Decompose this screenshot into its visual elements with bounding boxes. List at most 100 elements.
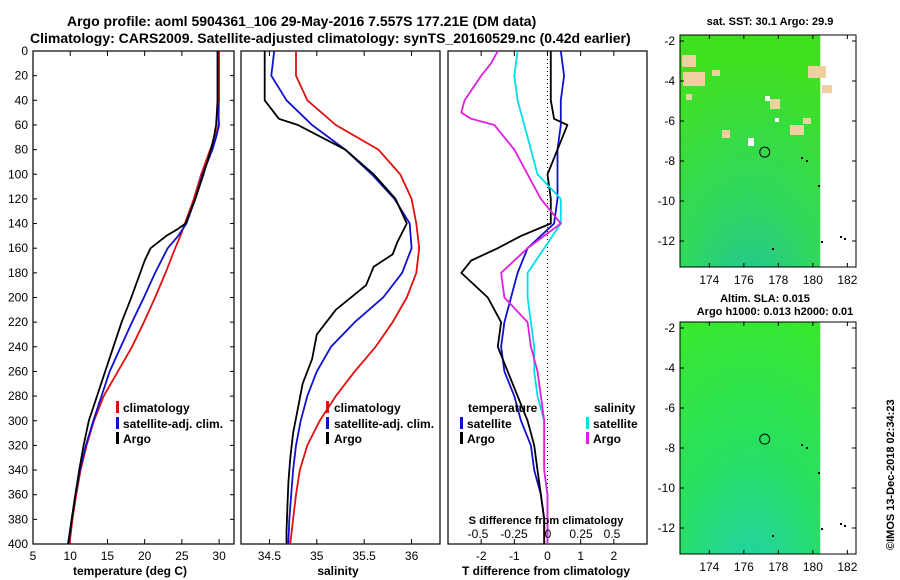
series-climatology (289, 51, 421, 545)
salinity-panel: 34.5 35 35.5 36 salinity climatology satell… (240, 50, 441, 578)
salinity-tick-label: 36 (405, 549, 419, 563)
salinity-series (263, 50, 421, 545)
depth-tick-label: 360 (8, 488, 28, 502)
temperature-x-label: temperature (deg C) (73, 564, 187, 578)
temperature-tick-label: 30 (212, 549, 226, 563)
sla-map-title: Altim. SLA: 0.015 (720, 293, 810, 305)
longitude-tick-label: 182 (837, 273, 857, 287)
depth-tick-label: 320 (8, 438, 28, 452)
depth-tick-label: 40 (15, 93, 29, 107)
difference-legend: temperature satellite Argo salinity sate… (460, 401, 638, 446)
salinity-legend: climatology satellite-adj. clim. Argo (326, 401, 434, 446)
s-difference-tick-label: -0.5 (468, 527, 489, 541)
island-dot (801, 444, 803, 446)
latitude-tick-label: -6 (664, 114, 675, 128)
no-data-patch (765, 96, 770, 101)
depth-tick-label: 200 (8, 291, 28, 305)
legend-swatch-climatology (116, 401, 119, 413)
land-patch (803, 118, 811, 124)
island-dot (840, 236, 842, 238)
legend-swatch-satellite (326, 417, 329, 429)
legend-climatology: climatology (123, 401, 190, 415)
island-dot (806, 447, 808, 449)
legend-satellite-adj: satellite-adj. clim. (123, 417, 223, 431)
series-salinity-argo (460, 50, 562, 544)
s-difference-tick-label: -0.25 (500, 527, 528, 541)
series-temperature-satellite (500, 50, 565, 544)
temperature-tick-label: 10 (64, 549, 78, 563)
t-difference-tick-label: 0 (544, 549, 551, 563)
depth-tick-label: 300 (8, 414, 28, 428)
legend-t-argo: Argo (467, 432, 495, 446)
depth-tick-label: 380 (8, 512, 28, 526)
island-dot (818, 472, 820, 474)
temperature-tick-label: 25 (175, 549, 189, 563)
series-satellite-adj-clim- (67, 51, 221, 545)
longitude-tick-label: 174 (699, 560, 719, 574)
salinity-tick-label: 35.5 (353, 549, 377, 563)
latitude-tick-label: -4 (664, 74, 675, 88)
s-difference-tick-label: 0 (545, 527, 552, 541)
legend-argo: Argo (123, 432, 151, 446)
latitude-tick-label: -2 (664, 321, 675, 335)
sst-map-panel: sat. SST: 30.1 Argo: 29.9 174 176 178 180 18… (658, 16, 858, 287)
sla-heatmap-field (680, 322, 821, 554)
legend-satellite-adj: satellite-adj. clim. (334, 417, 434, 431)
temperature-series (67, 51, 221, 545)
latitude-tick-label: -10 (658, 194, 676, 208)
legend-t-satellite: satellite (467, 417, 512, 431)
title-line-2: Climatology: CARS2009. Satellite-adjuste… (30, 30, 631, 46)
series-temperature-argo (460, 51, 569, 544)
temperature-tick-label: 20 (138, 549, 152, 563)
legend-swatch-satellite (116, 417, 119, 429)
land-patch (722, 130, 730, 138)
island-dot (818, 185, 820, 187)
salinity-x-axis: 34.5 35 35.5 36 (258, 51, 419, 563)
longitude-tick-label: 178 (768, 273, 788, 287)
longitude-tick-label: 176 (734, 560, 754, 574)
legend-swatch-argo (116, 432, 119, 444)
salinity-axes-box (240, 50, 441, 545)
island-dot (772, 535, 774, 537)
s-difference-tick-label: 0.5 (604, 527, 621, 541)
land-patch (790, 125, 804, 135)
no-data-patch (748, 138, 754, 146)
sst-argo-position-marker (759, 146, 771, 158)
sla-map-axes: 174 176 178 180 182 -2 -4 -6 -8 -10 -12 (658, 321, 858, 574)
sla-argo-position-marker (759, 433, 771, 445)
legend-swatch-s-satellite (586, 417, 589, 429)
depth-tick-label: 140 (8, 217, 28, 231)
imos-credit: ©IMOS 13-Dec-2018 02:34:23 (885, 399, 897, 550)
depth-tick-label: 20 (15, 69, 29, 83)
series-satellite-adj-clim- (270, 50, 413, 545)
depth-tick-label: 240 (8, 340, 28, 354)
depth-tick-label: 80 (15, 143, 29, 157)
title-line-1: Argo profile: aoml 5904361_106 29-May-20… (67, 13, 536, 29)
salinity-tick-label: 35 (310, 549, 324, 563)
land-patch (770, 99, 780, 109)
s-difference-label: S difference from climatology (469, 515, 625, 527)
latitude-tick-label: -12 (658, 234, 676, 248)
series-argo (67, 51, 219, 545)
heatmap-field (680, 35, 821, 267)
sla-map-panel: Altim. SLA: 0.015 Argo h1000: 0.013 h200… (658, 293, 858, 574)
land-patch (683, 72, 705, 86)
island-dot (821, 528, 823, 530)
land-patch (822, 85, 832, 93)
longitude-tick-label: 182 (837, 560, 857, 574)
salinity-x-label: salinity (317, 564, 359, 578)
temperature-tick-label: 5 (30, 549, 37, 563)
t-difference-tick-label: 2 (610, 549, 617, 563)
difference-series (460, 50, 569, 544)
depth-tick-label: 60 (15, 118, 29, 132)
land-patch (808, 66, 826, 78)
depth-tick-label: 120 (8, 192, 28, 206)
legend-swatch-climatology (326, 401, 329, 413)
sst-map-axes: 174 176 178 180 182 -2 -4 -6 -8 -10 -12 (658, 34, 858, 287)
depth-tick-label: 220 (8, 315, 28, 329)
island-dot (844, 238, 846, 240)
island-dot (821, 241, 823, 243)
latitude-tick-label: -6 (664, 401, 675, 415)
land-patch (712, 70, 720, 76)
